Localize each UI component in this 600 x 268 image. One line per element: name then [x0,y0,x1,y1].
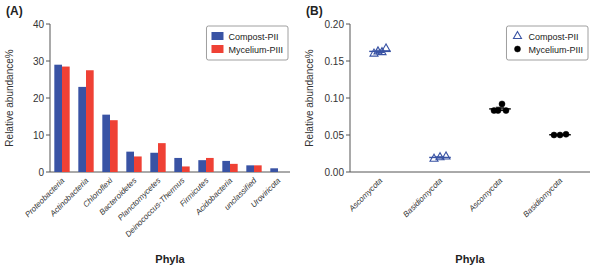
legend-marker [514,46,520,52]
x-tick-label: Basidiomycota [521,176,565,220]
panel: (B) 0.00 0.05 0.10 0.15 0.20 Relative abundanc… [304,4,590,265]
legend-label: Mycelium-PIII [228,45,283,55]
bar [126,152,134,172]
y-axis-line [50,24,51,172]
y-axis-label: Relative abundance% [4,49,15,146]
y-tick [346,24,350,25]
legend-box [506,26,588,60]
plot-area [369,44,571,161]
y-tick [46,24,50,25]
bar [78,87,86,172]
y-tick-label: 0.20 [325,19,345,30]
bar [182,166,190,172]
y-tick-label: 20 [33,93,45,104]
x-axis-label: Phyla [455,253,485,265]
x-tick-label: Actinobacteria [47,176,90,219]
x-tick-label: Uroviricota [249,176,283,210]
bar [206,158,214,172]
y-tick-label: 0.10 [325,93,345,104]
bar [62,67,70,172]
legend-marker [513,32,521,39]
point [499,101,505,107]
y-tick-label: 0.15 [325,56,345,67]
legend: Compost-PII Mycelium-PIII [506,26,588,60]
y-tick [346,98,350,99]
bar [270,168,278,172]
mean-line [549,134,571,135]
legend-label: Compost-PII [528,32,578,42]
x-axis-line [350,172,590,173]
x-tick-label: Deinococcus-Thermus [123,176,186,239]
legend-box [206,26,288,60]
bar [174,158,182,172]
legend-label: Mycelium-PIII [528,45,583,55]
bar [86,70,94,172]
y-axis-label: Relative abundance% [304,49,315,146]
y-tick-label: 0.05 [325,130,345,141]
panel-label: (A) [6,4,23,18]
y-tick-label: 0.00 [325,167,345,178]
y-tick [46,61,50,62]
legend-item: Mycelium-PIII [211,45,283,55]
x-tick-label: Basidiomycota [401,176,445,220]
bar [246,165,254,172]
y-tick [46,172,50,173]
y-tick-label: 30 [33,56,45,67]
bar [254,165,262,172]
plot-area [54,65,278,172]
y-tick [346,61,350,62]
y-tick [346,172,350,173]
mean-line [489,108,511,109]
y-tick [46,135,50,136]
x-axis-label: Phyla [155,253,185,265]
x-tick-label: Proteobacteria [23,176,67,220]
x-tick-label: Planctomycetes [116,176,162,222]
legend-swatch [211,32,223,40]
y-tick [346,135,350,136]
legend-item: Mycelium-PIII [514,45,583,55]
legend-label: Compost-PII [228,32,278,42]
bar [54,65,62,172]
bar [222,161,230,172]
bar [150,153,158,172]
bar [198,160,206,172]
y-tick-label: 10 [33,130,45,141]
y-tick-label: 40 [33,19,45,30]
panel: (A) 0 10 20 30 40 Relative abundance% Phyla Prot… [4,4,290,265]
bar [158,143,166,172]
x-tick-label: Ascomycota [467,176,505,214]
bar [134,156,142,172]
x-tick-label: Ascomycota [347,176,385,214]
y-tick-label: 0 [38,167,44,178]
bar [278,172,286,173]
figure: (A) 0 10 20 30 40 Relative abundance% Phyla Prot… [0,0,600,268]
panel-label: (B) [306,4,323,18]
legend: Compost-PII Mycelium-PIII [206,26,288,60]
y-axis-line [350,24,351,172]
mean-line [369,51,391,52]
mean-line [429,157,451,158]
y-tick [46,98,50,99]
legend-item: Compost-PII [211,32,278,42]
legend-item: Compost-PII [513,32,578,42]
bar [102,115,110,172]
bar [110,120,118,172]
legend-swatch [211,45,223,53]
bar [230,164,238,172]
